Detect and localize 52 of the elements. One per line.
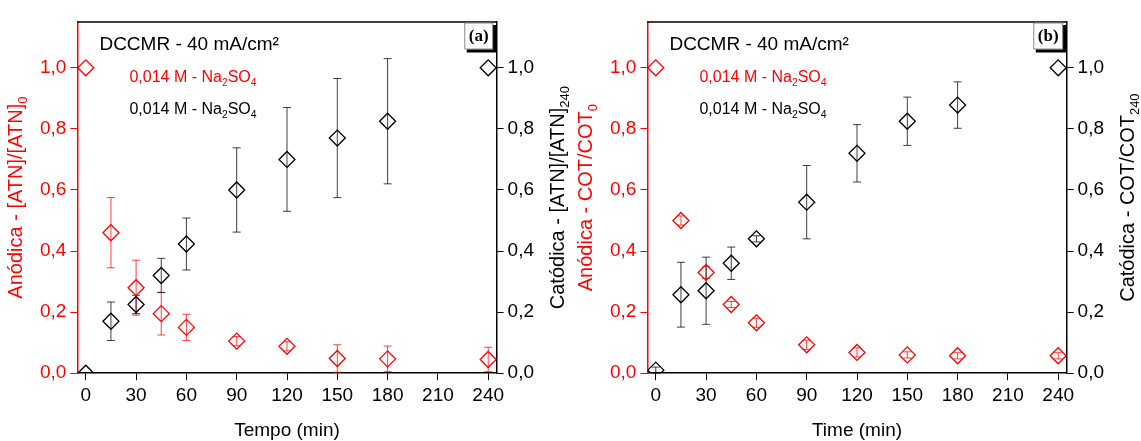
x-tick-label: 60 <box>175 383 197 405</box>
x-tick-label: 120 <box>271 383 303 405</box>
x-tick-label: 0 <box>80 383 92 405</box>
x-tick-label: 240 <box>472 383 505 405</box>
x-tick-label: 30 <box>695 383 717 405</box>
y2-tick-label: 0,0 <box>1077 361 1105 383</box>
y2-tick-label: 0,0 <box>507 361 535 383</box>
y2-tick-label: 0,6 <box>1077 178 1105 200</box>
y2-tick-label: 0,8 <box>507 117 535 139</box>
x-tick-label: 30 <box>125 383 147 405</box>
y2-tick-label: 0,4 <box>1077 239 1105 261</box>
x-tick-label: 210 <box>992 383 1024 405</box>
annotation: (a) <box>468 26 489 46</box>
y-tick-label: 1,0 <box>39 56 67 78</box>
x-axis-title: Time (min) <box>811 419 903 440</box>
y-tick-label: 0,0 <box>609 361 637 383</box>
x-tick-label: 120 <box>841 383 873 405</box>
y-tick-label: 0,6 <box>609 178 637 200</box>
y2-tick-label: 0,2 <box>1077 300 1105 322</box>
y2-tick-label: 1,0 <box>507 56 535 78</box>
y-tick-label: 0,8 <box>609 117 637 139</box>
y-tick-label: 1,0 <box>609 56 637 78</box>
y-tick-label: 0,6 <box>39 178 67 200</box>
x-tick-label: 150 <box>321 383 354 405</box>
y-tick-label: 0,4 <box>609 239 637 261</box>
x-tick-label: 180 <box>941 383 974 405</box>
y-tick-label: 0,2 <box>39 300 67 322</box>
x-tick-label: 240 <box>1042 383 1075 405</box>
y2-tick-label: 0,4 <box>507 239 535 261</box>
legend-title: DCCMR - 40 mA/cm² <box>99 33 279 54</box>
y-tick-label: 0,2 <box>609 300 637 322</box>
x-tick-label: 180 <box>371 383 404 405</box>
y-tick-label: 0,8 <box>39 117 67 139</box>
y-tick-label: 0,0 <box>39 361 67 383</box>
y2-tick-label: 1,0 <box>1077 56 1105 78</box>
x-tick-label: 210 <box>422 383 454 405</box>
y-axis-title: Anódica - [ATN]/[ATN]0 <box>4 96 30 299</box>
y-tick-label: 0,4 <box>39 239 67 261</box>
legend-title: DCCMR - 40 mA/cm² <box>669 33 849 54</box>
y2-tick-label: 0,6 <box>507 178 535 200</box>
x-tick-label: 90 <box>226 383 248 405</box>
x-tick-label: 0 <box>650 383 662 405</box>
x-axis-title: Tempo (min) <box>234 419 340 440</box>
x-tick-label: 90 <box>796 383 818 405</box>
y2-tick-label: 0,2 <box>507 300 535 322</box>
y2-axis-title: Catódica - COT/COT240 <box>1116 93 1141 302</box>
x-tick-label: 150 <box>891 383 924 405</box>
y-axis-title: Anódica - COT/COT0 <box>574 103 600 292</box>
y2-tick-label: 0,8 <box>1077 117 1105 139</box>
x-tick-label: 60 <box>745 383 767 405</box>
annotation: (b) <box>1037 26 1059 46</box>
y2-axis-title: Catódica - [ATN]/[ATN]240 <box>546 85 572 310</box>
